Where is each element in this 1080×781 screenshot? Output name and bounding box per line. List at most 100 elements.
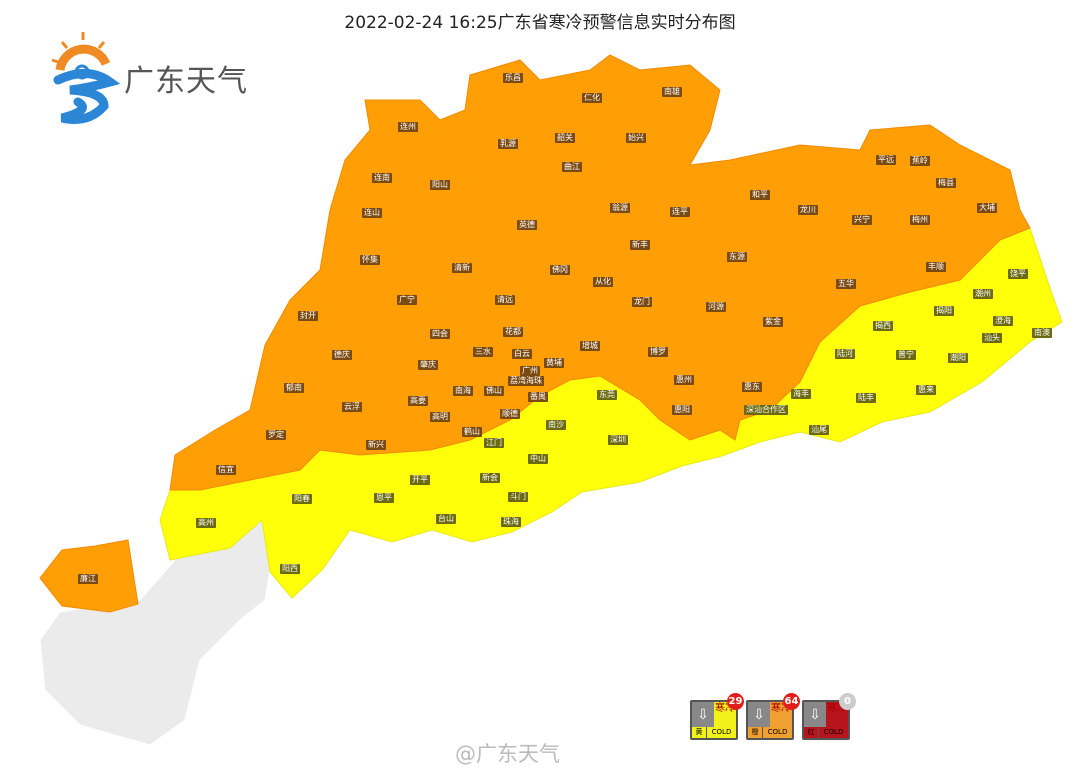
- county-label: 江门: [484, 438, 504, 448]
- county-label: 鹤山: [462, 427, 482, 437]
- county-label: 连山: [362, 208, 382, 218]
- weather-logo-icon: [51, 32, 121, 124]
- county-label: 中山: [528, 454, 548, 464]
- county-label: 珠海: [501, 517, 521, 527]
- legend-label: COLD: [767, 728, 788, 736]
- county-label: 从化: [593, 277, 613, 287]
- county-label: 阳山: [430, 180, 450, 190]
- county-label: 蕉岭: [910, 156, 930, 166]
- county-label: 罗定: [266, 430, 286, 440]
- county-label: 南海: [453, 386, 473, 396]
- county-label: 丰顺: [926, 262, 946, 272]
- county-label: 惠东: [742, 382, 762, 392]
- county-label: 阳春: [292, 494, 312, 504]
- county-label: 德庆: [332, 350, 352, 360]
- county-label: 东源: [727, 252, 747, 262]
- legend: ⇩ 寒冷 黄 COLD 29 ⇩ 寒冷 橙 COLD 64 ⇩ 寒冷 红 COLD 0: [690, 693, 856, 740]
- county-label: 白云: [512, 349, 532, 359]
- county-label: 阳西: [280, 564, 300, 574]
- county-label: 深汕合作区: [744, 405, 788, 415]
- count-badge: 0: [839, 693, 856, 710]
- county-label: 兴宁: [852, 215, 872, 225]
- count-badge: 64: [783, 693, 800, 710]
- county-label: 佛山: [484, 386, 504, 396]
- county-label: 花都: [503, 327, 523, 337]
- county-label: 饶平: [1008, 269, 1028, 279]
- county-label: 乳源: [498, 139, 518, 149]
- county-label: 揭西: [873, 321, 893, 331]
- county-label: 龙门: [632, 297, 652, 307]
- county-label: 和平: [750, 190, 770, 200]
- legend-red: ⇩ 寒冷 红 COLD 0: [802, 693, 856, 740]
- legend-label: COLD: [823, 728, 844, 736]
- map-title: 2022-02-24 16:25广东省寒冷预警信息实时分布图: [344, 13, 736, 33]
- county-label: 恩平: [374, 493, 394, 503]
- county-label: 惠来: [916, 385, 936, 395]
- county-label: 广宁: [397, 295, 417, 305]
- legend-level: 红: [804, 727, 819, 738]
- county-label: 新兴: [366, 440, 386, 450]
- county-label: 清远: [495, 295, 515, 305]
- county-label: 梅县: [936, 178, 956, 188]
- county-label: 新会: [480, 473, 500, 483]
- county-label: 增城: [580, 341, 600, 351]
- county-label: 河源: [706, 302, 726, 312]
- county-label: 连南: [372, 173, 392, 183]
- logo-text: 广东天气: [124, 64, 248, 99]
- county-label: 五华: [836, 279, 856, 289]
- county-label: 新丰: [630, 240, 650, 250]
- county-label: 连平: [670, 207, 690, 217]
- county-label: 肇庆: [418, 360, 438, 370]
- legend-label: COLD: [711, 728, 732, 736]
- county-label: 平远: [876, 155, 896, 165]
- county-label: 黄埔: [544, 358, 564, 368]
- thermometer-down-icon: ⇩: [804, 702, 826, 727]
- count-badge: 29: [727, 693, 744, 710]
- county-label: 博罗: [648, 347, 668, 357]
- county-label: 惠阳: [672, 405, 692, 415]
- county-label: 深圳: [608, 435, 628, 445]
- county-label: 台山: [436, 514, 456, 524]
- county-label: 潮阳: [948, 353, 968, 363]
- county-label: 东莞: [597, 390, 617, 400]
- thermometer-down-icon: ⇩: [692, 702, 714, 727]
- county-label: 广州: [520, 366, 540, 376]
- county-label: 封开: [298, 311, 318, 321]
- county-label: 郁南: [284, 383, 304, 393]
- county-label: 澄海: [993, 316, 1013, 326]
- county-label: 龙川: [798, 205, 818, 215]
- county-label: 揭阳: [934, 306, 954, 316]
- county-label: 韶关: [555, 133, 575, 143]
- county-label: 连州: [398, 122, 418, 132]
- legend-level: 橙: [748, 727, 763, 738]
- legend-level: 黄: [692, 727, 707, 738]
- county-label: 信宜: [216, 465, 236, 475]
- county-label: 汕头: [982, 333, 1002, 343]
- county-label: 三水: [473, 347, 493, 357]
- county-label: 潮州: [973, 289, 993, 299]
- legend-yellow: ⇩ 寒冷 黄 COLD 29: [690, 693, 744, 740]
- county-label: 云浮: [342, 402, 362, 412]
- county-label: 始兴: [626, 133, 646, 143]
- county-label: 海丰: [791, 389, 811, 399]
- watermark: @广东天气: [455, 742, 560, 766]
- county-label: 四会: [430, 329, 450, 339]
- county-label: 南雄: [662, 87, 682, 97]
- county-label: 高要: [408, 396, 428, 406]
- county-label: 南沙: [546, 420, 566, 430]
- county-label: 紫金: [763, 317, 783, 327]
- county-label: 开平: [410, 475, 430, 485]
- legend-icon-text: 寒冷: [827, 703, 847, 714]
- county-label: 怀集: [360, 255, 380, 265]
- region-orange-warning: [169, 54, 1031, 491]
- county-label: 高明: [430, 412, 450, 422]
- legend-icon-text: 寒冷: [771, 703, 791, 714]
- county-label: 佛冈: [550, 265, 570, 275]
- legend-orange: ⇩ 寒冷 橙 COLD 64: [746, 693, 800, 740]
- county-label: 大埔: [977, 203, 997, 213]
- county-label: 高州: [196, 518, 216, 528]
- county-label: 斗门: [508, 492, 528, 502]
- county-label: 番禺: [528, 392, 548, 402]
- county-label: 梅州: [910, 215, 930, 225]
